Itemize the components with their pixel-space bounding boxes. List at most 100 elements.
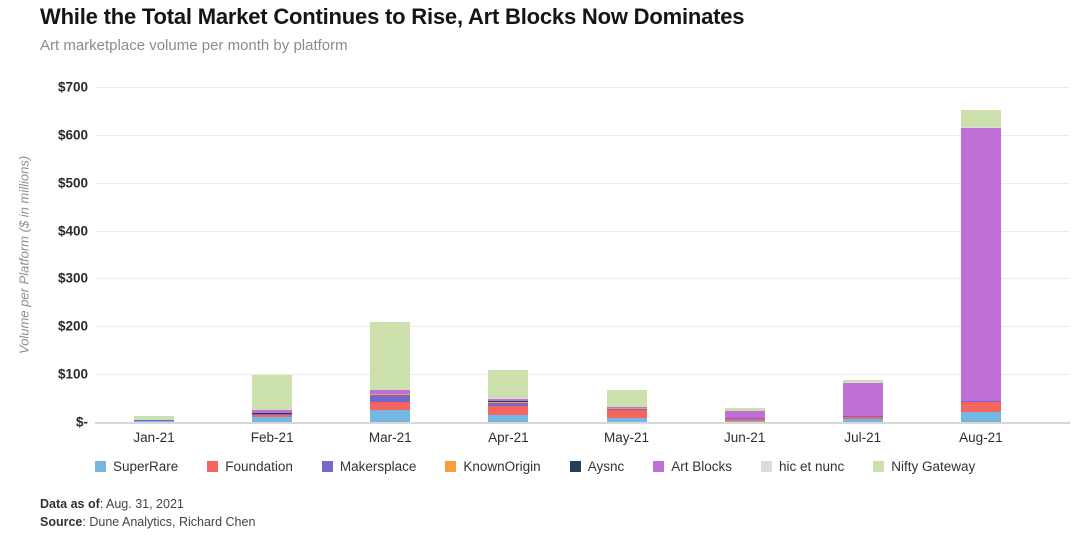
bar-segment-nifty-gateway: [606, 389, 647, 407]
gridline: [95, 278, 1070, 280]
bars-container: [95, 87, 1040, 422]
gridline: [95, 230, 1070, 232]
bar-segment-makersplace: [606, 408, 647, 411]
category-slot: [804, 87, 922, 422]
bar-segment-nifty-gateway: [252, 375, 293, 410]
gridline: [95, 374, 1070, 376]
legend-label: Foundation: [225, 459, 293, 474]
bar-segment-nifty-gateway: [134, 416, 175, 420]
legend-item-hic-et-nunc: hic et nunc: [760, 459, 845, 474]
bar-segment-makersplace: [370, 395, 411, 402]
bar-segment-knownorigin: [370, 394, 411, 396]
x-axis-label: Feb-21: [250, 430, 294, 445]
bar-segment-superrare: [134, 421, 175, 422]
bar-segment-superrare: [724, 420, 765, 422]
bar-segment-nifty-gateway: [842, 379, 883, 382]
bar-segment-knownorigin: [488, 401, 529, 403]
y-tick-label: $600: [57, 127, 88, 143]
legend-item-nifty-gateway: Nifty Gateway: [873, 459, 975, 474]
bar-segment-foundation: [960, 402, 1001, 412]
source-value: : Dune Analytics, Richard Chen: [82, 514, 256, 529]
x-axis-baseline: [95, 422, 1070, 424]
bar-segment-superrare: [842, 419, 883, 422]
x-axis-label: Jun-21: [724, 430, 766, 445]
bar-segment-nifty-gateway: [724, 407, 765, 411]
legend-item-knownorigin: KnownOrigin: [445, 459, 541, 474]
bar-segment-nifty-gateway: [960, 110, 1001, 128]
category-slot: [449, 87, 567, 422]
x-axis-label: Jan-21: [133, 430, 175, 445]
legend-label: SuperRare: [113, 459, 179, 474]
bar-segment-art-blocks: [252, 409, 293, 414]
bar-segment-superrare: [960, 411, 1001, 422]
bar-segment-superrare: [606, 418, 647, 422]
bar-segment-superrare: [370, 410, 411, 422]
legend-label: KnownOrigin: [463, 459, 541, 474]
footer: Data as of: Aug. 31, 2021 Source: Dune A…: [40, 496, 255, 531]
bar-segment-hic-et-nunc: [960, 127, 1001, 129]
x-axis-label: May-21: [604, 430, 650, 445]
gridline: [95, 87, 1070, 88]
bar-segment-makersplace: [252, 414, 293, 416]
data-as-of-line: Data as of: Aug. 31, 2021: [40, 496, 255, 514]
bar-segment-foundation: [724, 418, 765, 421]
legend-item-aysnc: Aysnc: [569, 459, 625, 474]
bar-segment-foundation: [252, 415, 293, 418]
legend-label: Aysnc: [587, 459, 625, 474]
bar-segment-makersplace: [960, 401, 1001, 403]
legend-swatch: [873, 461, 885, 472]
legend-label: Art Blocks: [671, 459, 732, 474]
legend-label: Nifty Gateway: [891, 459, 976, 474]
bar-segment-art-blocks: [488, 398, 529, 402]
bar-segment-foundation: [842, 416, 883, 420]
gridline: [95, 326, 1070, 328]
gridline: [95, 182, 1070, 184]
bar-segment-nifty-gateway: [370, 321, 411, 390]
bar-segment-art-blocks: [960, 128, 1001, 401]
data-as-of-label: Data as of: [40, 497, 100, 511]
category-slot: [331, 87, 449, 422]
category-slot: [922, 87, 1040, 422]
y-tick-label: $300: [57, 270, 88, 286]
bar-segment-foundation: [370, 401, 411, 411]
gridline: [95, 134, 1070, 136]
legend-swatch: [569, 461, 581, 472]
stacked-bar-Jun-21: [724, 407, 765, 422]
legend-label: Makersplace: [339, 459, 417, 474]
y-tick-label: $200: [57, 318, 88, 334]
data-as-of-value: : Aug. 31, 2021: [99, 497, 184, 511]
legend-item-makersplace: Makersplace: [321, 459, 417, 474]
bar-segment-nifty-gateway: [488, 370, 529, 399]
category-slot: [95, 87, 213, 422]
legend-item-foundation: Foundation: [207, 459, 293, 474]
bar-segment-superrare: [488, 415, 529, 422]
legend-swatch: [95, 461, 106, 472]
legend-label: hic et nunc: [778, 459, 845, 474]
bar-segment-art-blocks: [842, 382, 883, 417]
source-line: Source: Dune Analytics, Richard Chen: [40, 514, 255, 532]
stacked-bar-Aug-21: [960, 110, 1001, 422]
x-axis-label: Mar-21: [368, 430, 412, 445]
bar-segment-art-blocks: [724, 411, 765, 419]
legend-swatch: [321, 461, 333, 472]
y-tick-label: $700: [57, 79, 88, 95]
y-axis-ticks: $700 $600 $500 $400 $300 $200 $100 $-: [30, 80, 88, 430]
category-slot: [686, 87, 804, 422]
stacked-bar-Jul-21: [842, 379, 883, 422]
bar-segment-makersplace: [488, 402, 529, 406]
bar-segment-hic-et-nunc: [842, 381, 883, 383]
legend: SuperRare Foundation Makersplace KnownOrigi…: [95, 459, 995, 474]
y-tick-label: $-: [75, 414, 88, 430]
bar-segment-superrare: [252, 417, 293, 422]
bar-segment-foundation: [488, 405, 529, 416]
x-axis-label: Aug-21: [959, 430, 1003, 445]
x-axis-label: Apr-21: [488, 430, 529, 445]
y-tick-label: $400: [57, 223, 88, 239]
x-axis-label: Jul-21: [844, 430, 882, 445]
stacked-bar-May-21: [606, 389, 647, 422]
bar-segment-foundation: [606, 410, 647, 419]
legend-swatch: [445, 461, 457, 472]
legend-swatch: [653, 461, 665, 472]
plot-area: [95, 87, 1070, 424]
